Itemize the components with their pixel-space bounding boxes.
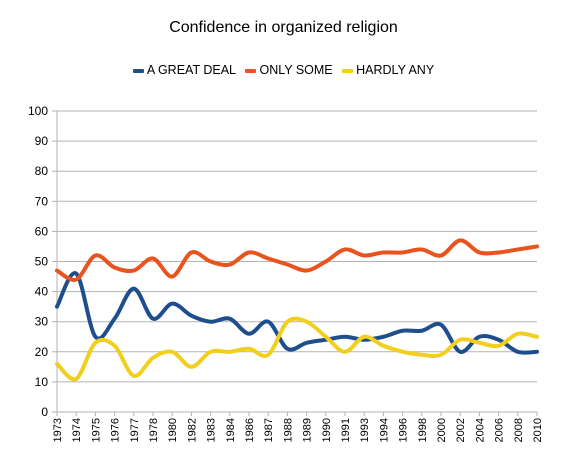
- x-tick-label: 1991: [340, 418, 352, 442]
- x-tick-label: 1977: [129, 418, 141, 442]
- x-tick-label: 2010: [532, 418, 544, 442]
- x-axis-ticks: 1973 1974 1975 1976 1977 1978 1980 1982 1983 1984…: [52, 412, 544, 442]
- y-tick-label: 30: [35, 315, 49, 329]
- x-tick-label: 2004: [474, 418, 486, 442]
- y-tick-label: 40: [35, 285, 49, 299]
- x-tick-label: 1976: [110, 418, 122, 442]
- y-tick-label: 100: [28, 104, 48, 118]
- legend-item-a-great-deal: A GREAT DEAL: [132, 63, 236, 77]
- y-tick-label: 70: [35, 194, 49, 208]
- x-tick-label: 2006: [494, 418, 506, 442]
- x-tick-label: 1978: [148, 418, 160, 442]
- series-line-hardly-any: [55, 316, 539, 382]
- legend: A GREAT DEAL ONLY SOME HARDLY ANY: [0, 63, 567, 77]
- y-tick-label: 60: [35, 224, 49, 238]
- legend-item-only-some: ONLY SOME: [245, 63, 333, 77]
- x-tick-label: 1982: [186, 418, 198, 442]
- legend-swatch-a-great-deal: [132, 68, 144, 73]
- x-tick-label: 1990: [321, 418, 333, 442]
- grid-lines: [57, 110, 537, 413]
- x-tick-label: 1987: [263, 418, 275, 442]
- x-tick-label: 1989: [302, 418, 314, 442]
- y-tick-label: 80: [35, 164, 49, 178]
- legend-item-hardly-any: HARDLY ANY: [342, 63, 434, 77]
- x-tick-label: 1988: [282, 418, 294, 442]
- x-tick-label: 1993: [359, 418, 371, 442]
- series-lines: [55, 238, 539, 382]
- x-tick-label: 1996: [398, 418, 410, 442]
- x-tick-label: 1986: [244, 418, 256, 442]
- x-tick-label: 1974: [71, 418, 83, 442]
- x-tick-label: 1980: [167, 418, 179, 442]
- x-tick-label: 1973: [52, 418, 64, 442]
- legend-swatch-hardly-any: [342, 68, 354, 73]
- series-line-only-some: [55, 238, 539, 282]
- x-tick-label: 1984: [225, 418, 237, 442]
- y-tick-label: 50: [35, 255, 49, 269]
- y-tick-label: 90: [35, 134, 49, 148]
- x-tick-label: 2002: [455, 418, 467, 442]
- y-tick-label: 0: [41, 405, 48, 419]
- legend-label-a-great-deal: A GREAT DEAL: [146, 63, 236, 77]
- x-tick-label: 2000: [436, 418, 448, 442]
- legend-swatch-only-some: [245, 68, 257, 73]
- series-line-a-great-deal: [55, 271, 539, 355]
- x-tick-label: 1983: [206, 418, 218, 442]
- x-tick-label: 2008: [513, 418, 525, 442]
- x-tick-label: 1994: [378, 418, 390, 442]
- x-tick-label: 1975: [90, 418, 102, 442]
- y-tick-label: 20: [35, 345, 49, 359]
- legend-label-only-some: ONLY SOME: [259, 63, 333, 77]
- y-tick-label: 10: [35, 375, 49, 389]
- x-tick-label: 1998: [417, 418, 429, 442]
- legend-label-hardly-any: HARDLY ANY: [356, 63, 435, 77]
- y-axis-ticks: 0 10 20 30 40 50 60 70 80 90 100: [28, 104, 57, 419]
- chart-title: Confidence in organized religion: [169, 19, 398, 36]
